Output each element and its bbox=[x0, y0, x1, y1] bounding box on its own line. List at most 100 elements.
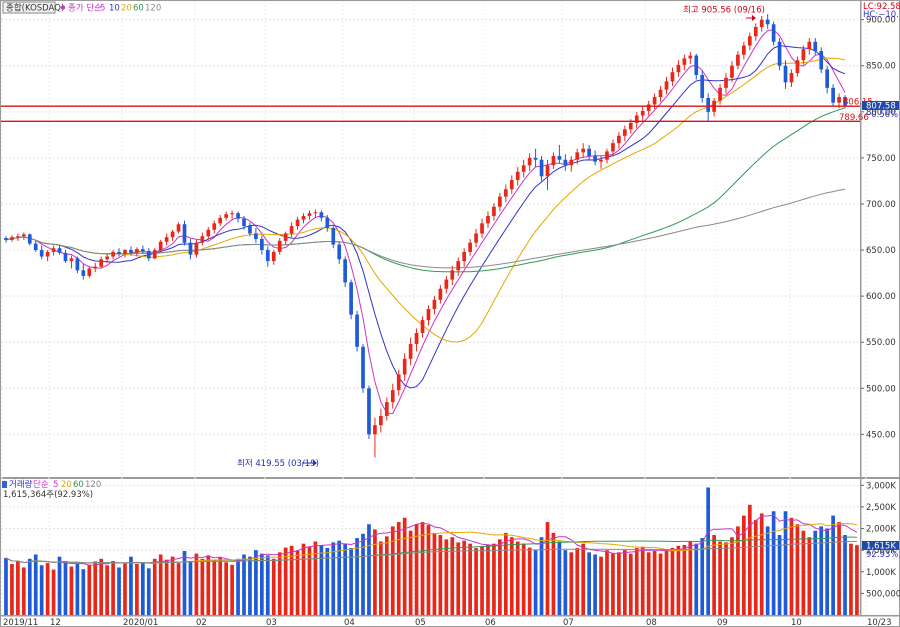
candle-body bbox=[206, 229, 211, 237]
volume-bar bbox=[557, 541, 562, 615]
volume-bar bbox=[367, 524, 371, 615]
volume-bar bbox=[837, 522, 841, 615]
volume-bar bbox=[27, 558, 32, 615]
volume-last-label: 1,615K bbox=[866, 542, 896, 552]
volume-bar bbox=[724, 542, 728, 615]
volume-bar bbox=[539, 537, 544, 615]
candle-body bbox=[545, 165, 550, 177]
candle-body bbox=[254, 233, 258, 239]
candle-body bbox=[521, 165, 526, 172]
volume-bar bbox=[515, 541, 520, 615]
candle-body bbox=[498, 196, 502, 207]
price-ytick-label: 800.00 bbox=[866, 108, 896, 118]
volume-ytick-label: 500,000 bbox=[866, 589, 900, 599]
volume-last-box bbox=[862, 541, 899, 550]
candle-body bbox=[271, 251, 276, 262]
volume-bar bbox=[242, 554, 246, 615]
volume-bar bbox=[694, 543, 699, 615]
volume-ytick-label: 1,000K bbox=[866, 568, 896, 578]
candle-body bbox=[313, 212, 318, 214]
candle-body bbox=[188, 242, 193, 255]
volume-bar bbox=[319, 544, 324, 615]
candle-body bbox=[158, 241, 163, 251]
volume-bar bbox=[640, 546, 645, 615]
candle-body bbox=[301, 215, 306, 220]
candle-body bbox=[652, 97, 657, 105]
volume-bars bbox=[4, 487, 859, 615]
candle-body bbox=[200, 236, 205, 243]
candle-body bbox=[337, 244, 342, 260]
volume-bar bbox=[628, 553, 633, 615]
xtick-label: 09 bbox=[717, 618, 728, 627]
volume-bar bbox=[700, 538, 705, 615]
volume-legend[interactable]: 거래량 단순 5 20 60 120 1,615,364주(92.93%) bbox=[3, 479, 101, 500]
volume-bar bbox=[182, 551, 187, 615]
volume-bar bbox=[45, 563, 50, 615]
volume-bar bbox=[736, 526, 740, 615]
volume-bar bbox=[426, 525, 431, 615]
price-ytick-label: 550.00 bbox=[866, 338, 896, 348]
volume-bar bbox=[718, 541, 722, 615]
volume-bar bbox=[260, 553, 264, 615]
volume-bar bbox=[307, 546, 312, 615]
volume-bar bbox=[712, 535, 716, 615]
candle-body bbox=[801, 49, 806, 61]
volume-bar bbox=[289, 545, 294, 615]
volume-bar bbox=[843, 535, 847, 615]
candle-body bbox=[533, 157, 538, 160]
volume-bar bbox=[474, 548, 478, 615]
candle-body bbox=[658, 89, 663, 98]
volume-ma120-line bbox=[5, 540, 857, 564]
volume-bar bbox=[69, 566, 74, 615]
volume-bar bbox=[777, 535, 782, 615]
volume-bar bbox=[563, 550, 568, 615]
candle-body bbox=[355, 314, 359, 347]
candle-body bbox=[581, 148, 586, 153]
volume-bar bbox=[105, 565, 109, 615]
volume-bar bbox=[93, 561, 98, 615]
candle-body bbox=[795, 60, 800, 74]
last-change-label: −0.56% bbox=[864, 110, 898, 120]
volume-bar bbox=[271, 558, 276, 615]
volume-bar bbox=[277, 552, 282, 615]
candle-body bbox=[135, 249, 139, 253]
candle-body bbox=[623, 129, 627, 136]
volume-bar bbox=[855, 545, 859, 615]
candle-body bbox=[843, 97, 847, 106]
candle-body bbox=[563, 159, 568, 166]
volume-bar bbox=[450, 537, 455, 615]
volume-bar bbox=[670, 548, 675, 615]
candle-body bbox=[283, 233, 288, 241]
candle-body bbox=[51, 248, 56, 252]
price-ytick-label: 600.00 bbox=[866, 292, 896, 302]
candle-body bbox=[69, 258, 74, 262]
candle-body bbox=[111, 251, 115, 257]
candle-body bbox=[551, 156, 556, 166]
volume-ytick-label: 1,500K bbox=[866, 546, 896, 556]
volume-ytick-label: 3,000K bbox=[866, 481, 896, 491]
volume-bar bbox=[87, 564, 92, 615]
price-ytick-label: 850.00 bbox=[866, 62, 896, 72]
xtick-label: 03 bbox=[266, 618, 277, 627]
volume-bar bbox=[652, 551, 657, 615]
volume-bar bbox=[188, 560, 193, 615]
volume-bar bbox=[581, 543, 586, 615]
volume-bar bbox=[164, 559, 169, 615]
candle-body bbox=[349, 282, 353, 315]
candle-body bbox=[509, 180, 514, 190]
volume-bar bbox=[569, 552, 574, 615]
volume-bar bbox=[795, 524, 800, 615]
volume-bar bbox=[414, 524, 419, 615]
candle-body bbox=[265, 250, 270, 262]
candle-body bbox=[414, 333, 419, 345]
xtick-label: 07 bbox=[563, 618, 574, 627]
low-annotation: 최저 419.55 (03/19) bbox=[237, 458, 319, 469]
candle-body bbox=[587, 148, 591, 157]
candle-body bbox=[390, 390, 395, 403]
volume-legend-box-icon bbox=[2, 481, 7, 488]
candle-body bbox=[420, 320, 425, 333]
volume-bar bbox=[21, 567, 26, 615]
price-legend[interactable]: 종합(KOSDAQ) 종가 단순 5 10 20 60 120 bbox=[2, 1, 161, 14]
volume-bar bbox=[587, 552, 591, 615]
